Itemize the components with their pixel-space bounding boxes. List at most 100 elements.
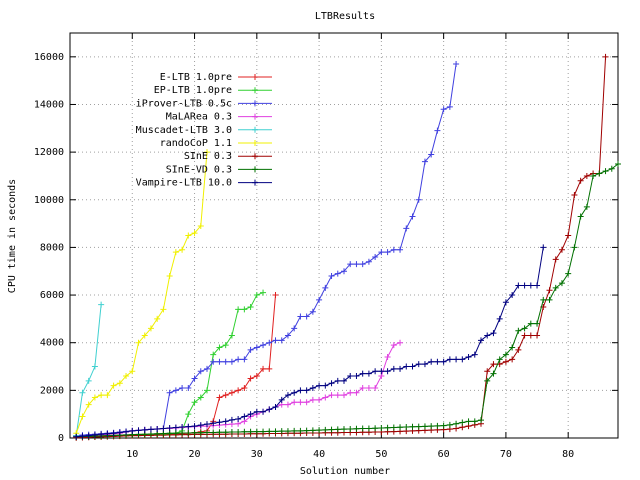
point xyxy=(98,431,105,438)
point xyxy=(322,394,329,401)
point xyxy=(166,273,173,279)
point xyxy=(540,244,547,251)
point xyxy=(154,315,161,322)
point xyxy=(166,389,173,396)
point xyxy=(210,358,217,365)
point xyxy=(365,384,372,391)
legend-marker xyxy=(252,126,258,133)
point xyxy=(166,430,173,437)
point xyxy=(253,408,260,415)
point xyxy=(91,394,98,401)
point xyxy=(347,373,354,380)
point xyxy=(440,422,447,429)
point xyxy=(496,315,503,322)
point xyxy=(91,363,98,370)
point xyxy=(185,232,192,239)
point xyxy=(509,344,516,351)
legend-label: Vampire-LTB 10.0 xyxy=(136,178,232,189)
x-tick-label: 20 xyxy=(189,449,201,460)
point xyxy=(341,426,347,433)
point xyxy=(502,299,509,306)
point xyxy=(608,165,615,172)
point xyxy=(359,425,366,432)
point xyxy=(272,337,279,344)
series-line xyxy=(76,247,544,438)
point xyxy=(260,289,267,296)
point xyxy=(185,429,192,436)
point xyxy=(222,358,229,365)
point xyxy=(179,246,186,253)
point xyxy=(527,320,534,327)
point xyxy=(334,270,341,277)
point xyxy=(123,428,130,435)
legend-marker xyxy=(252,100,258,107)
point xyxy=(334,426,341,433)
point xyxy=(98,301,105,308)
point xyxy=(571,192,578,198)
point xyxy=(446,421,453,428)
point xyxy=(235,356,242,363)
point xyxy=(409,213,416,220)
point xyxy=(235,429,242,436)
point xyxy=(284,392,291,399)
y-tick-label: 14000 xyxy=(34,99,64,110)
point xyxy=(478,337,484,344)
point xyxy=(334,392,341,399)
point xyxy=(409,423,416,430)
point xyxy=(179,429,186,436)
point xyxy=(247,303,254,310)
point xyxy=(534,332,541,339)
point xyxy=(172,430,179,437)
point xyxy=(378,368,385,375)
point xyxy=(185,423,192,430)
legend-marker xyxy=(252,153,258,160)
point xyxy=(185,384,192,391)
y-tick-label: 0 xyxy=(58,433,64,444)
point xyxy=(453,356,460,363)
point xyxy=(116,380,123,387)
point xyxy=(204,421,210,428)
point xyxy=(228,358,235,365)
point xyxy=(316,296,323,303)
point xyxy=(484,332,491,339)
point xyxy=(266,406,273,413)
point xyxy=(98,392,105,399)
point xyxy=(546,296,553,303)
point xyxy=(471,351,478,358)
point xyxy=(160,425,167,432)
y-tick-label: 16000 xyxy=(34,52,64,63)
point xyxy=(577,177,584,184)
point xyxy=(297,387,304,394)
x-tick-label: 60 xyxy=(438,449,450,460)
legend-marker xyxy=(252,179,258,186)
point xyxy=(191,230,198,237)
point xyxy=(341,377,347,384)
point xyxy=(558,280,565,287)
point xyxy=(596,170,603,177)
point xyxy=(204,149,210,156)
point xyxy=(216,429,223,436)
point xyxy=(278,396,285,403)
point xyxy=(403,363,410,370)
point xyxy=(453,60,460,67)
point xyxy=(272,404,279,411)
point xyxy=(434,127,441,134)
point xyxy=(328,273,335,279)
point xyxy=(403,424,410,431)
point xyxy=(615,161,621,168)
point xyxy=(390,424,397,431)
point xyxy=(459,356,466,363)
point xyxy=(484,368,491,375)
point xyxy=(328,392,335,399)
point xyxy=(478,417,484,424)
point xyxy=(197,422,204,429)
chart-title: LTBResults xyxy=(315,11,375,22)
point xyxy=(160,306,167,313)
x-tick-label: 40 xyxy=(313,449,325,460)
point xyxy=(322,382,329,389)
point xyxy=(347,425,354,432)
point xyxy=(465,354,472,360)
y-axis-label: CPU time in seconds xyxy=(7,179,18,293)
point xyxy=(253,428,260,435)
